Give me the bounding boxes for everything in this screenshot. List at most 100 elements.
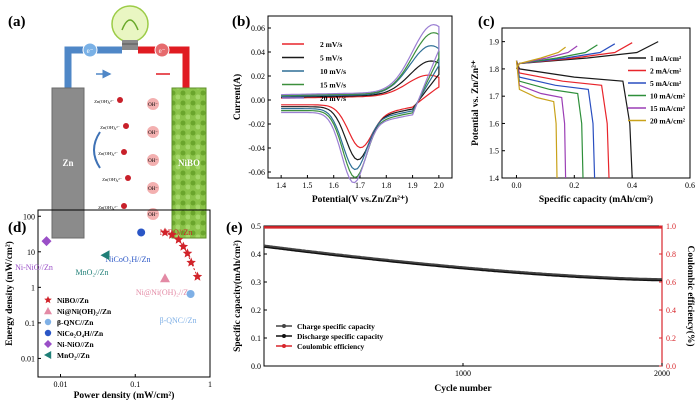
- wire-right: [138, 46, 190, 88]
- cv-curve: [281, 60, 440, 161]
- zincate-label: Zn(OH)₄²⁻: [102, 177, 122, 182]
- legend-label: 20 mV/s: [320, 94, 346, 103]
- y2-tick-label: 0.0: [666, 362, 676, 371]
- y-tick-label: 0.00: [251, 96, 265, 105]
- x-tick-label: 2.0: [434, 181, 444, 190]
- y2-axis-label: Coulombic efficiency(%): [685, 245, 696, 346]
- marker-star: [44, 296, 52, 304]
- y-tick-label: 1: [31, 283, 35, 292]
- y-axis-label: Energy density (mW/cm²): [4, 241, 15, 346]
- oh-ion-icons: OH⁻ OH⁻ OH⁻ OH⁻ OH⁻: [147, 98, 159, 220]
- x-tick-label: 0.6: [685, 181, 695, 190]
- point-annotation: β-QNC//Zn: [160, 316, 197, 325]
- y-tick-label: 1.5: [489, 147, 499, 156]
- legend-label: Ni-NiO//Zn: [57, 340, 95, 349]
- plot-frame: [37, 209, 211, 378]
- panel-a-label: (a): [8, 14, 26, 30]
- electron-left-label: e⁻: [87, 47, 94, 55]
- legend-label: NiBO//Zn: [57, 296, 90, 305]
- x-tick-label: 1.5: [302, 181, 312, 190]
- x-tick-label: 0.01: [54, 380, 68, 389]
- electron-left-icon: [82, 42, 98, 58]
- y-tick-label: 1.7: [489, 92, 499, 101]
- marker-triangle: [44, 307, 52, 315]
- y2-tick-label: 0.4: [666, 306, 676, 315]
- gcd-chart: 0.0 0.2 0.4 0.6 1.4 1.5 1.6 1.7 1.8 1.9 Specific c…: [471, 27, 695, 205]
- zn-electrode: [51, 87, 85, 239]
- x-tick-label: 2000: [654, 369, 670, 378]
- oh-ion-label: OH⁻: [148, 159, 158, 164]
- panel-e-label: (e): [226, 220, 243, 236]
- discharge-curve: [515, 60, 633, 179]
- marker-circle: [137, 228, 146, 237]
- x-axis-label: Potential(V vs.Zn/Zn²⁺): [312, 194, 408, 205]
- marker-star: [167, 229, 177, 239]
- y-tick-label: -0.06: [248, 168, 265, 177]
- panel-a-schematic: (a) e⁻ e⁻ Zn NiBO: [8, 5, 207, 239]
- marker-diamond: [44, 340, 52, 348]
- y-tick-label: 0.02: [251, 72, 265, 81]
- y-tick-label: 100: [23, 212, 35, 221]
- marker-star: [182, 248, 193, 258]
- ragone-chart: 0.01 0.1 1 0.01 0.1 1 10 100 Power density (mW/c…: [4, 209, 212, 401]
- legend-label: 10 mA/cm²: [650, 92, 686, 101]
- cv-curve: [281, 74, 440, 149]
- point-annotation: Ni@Ni(OH)₂//Zn: [136, 288, 192, 297]
- y-tick-label: 0.06: [251, 24, 265, 33]
- x-tick-label: 1.4: [276, 181, 286, 190]
- y-tick-label: 0.5: [251, 222, 261, 231]
- legend-marker: [282, 344, 286, 348]
- legend-label: β-QNC//Zn: [57, 318, 94, 327]
- charge-capacity-line: [263, 244, 662, 281]
- cv-chart: 1.4 1.5 1.6 1.7 1.8 1.9 2.0 -0.06 -0.04 -0.02 0.00…: [232, 15, 453, 205]
- oh-ion-label: OH⁻: [148, 213, 158, 218]
- charge-curve: [515, 41, 659, 70]
- y-tick-label: -0.02: [248, 120, 265, 129]
- y-tick-label: 0.1: [251, 334, 261, 343]
- point-annotation: Ni-NiO//Zn: [15, 263, 53, 272]
- y2-tick-label: 0.2: [666, 334, 676, 343]
- legend-label: 15 mA/cm²: [650, 104, 686, 113]
- point-annotation: NiBO//Zn: [160, 228, 192, 237]
- electron-right-label: e⁻: [159, 47, 166, 55]
- charge-curve: [515, 46, 566, 70]
- y-tick-label: 0.01: [21, 354, 35, 363]
- point-annotation: MnO₂//Zn: [75, 268, 108, 277]
- panel-d-label: (d): [8, 220, 26, 236]
- x-tick-label: 1.6: [329, 181, 339, 190]
- wire-left: [64, 46, 122, 88]
- y-tick-label: 1.4: [489, 174, 499, 183]
- zincate-label: Zn(OH)₄²⁻: [94, 99, 114, 104]
- y-tick-label: -0.04: [248, 144, 265, 153]
- marker-star: [178, 241, 189, 251]
- y-axis-label: Specific capacity(mAh/cm²): [232, 240, 243, 352]
- x-tick-label: 1.9: [408, 181, 418, 190]
- electron-right-icon: [154, 42, 170, 58]
- y-axis-label: Potential vs. Zn/Zn²⁺: [471, 60, 481, 146]
- zincate-label: Zn(OH)₄²⁻: [98, 205, 118, 210]
- y2-tick-label: 1.0: [666, 222, 676, 231]
- y-axis-label: Current(A): [232, 74, 243, 120]
- marker-star: [192, 271, 203, 281]
- marker-circle: [44, 318, 52, 326]
- marker-diamond: [41, 236, 52, 247]
- zincate-species: Zn(OH)₄²⁻ Zn(OH)₄²⁻ Zn(OH)₄²⁻ Zn(OH)₄²⁻ …: [93, 97, 131, 210]
- discharge-curve: [515, 60, 558, 179]
- y-tick-label: 1.9: [489, 38, 499, 47]
- y2-tick-label: 0.6: [666, 278, 676, 287]
- y-tick-label: 1.8: [489, 65, 499, 74]
- marker-circle: [44, 329, 52, 337]
- legend-marker: [282, 334, 286, 338]
- oh-ion-label: OH⁻: [148, 187, 158, 192]
- legend-marker: [282, 324, 286, 328]
- legend-label: Coulombic efficiency: [297, 342, 365, 351]
- legend-label: 5 mV/s: [320, 54, 342, 63]
- reaction-arrow-icon: [93, 131, 101, 169]
- x-tick-label: 0.0: [511, 181, 521, 190]
- cycling-chart: 1000 20000.00.10.20.30.40.50.00.20.40.60.…: [232, 222, 696, 394]
- legend-label: Charge specific capacity: [297, 322, 375, 331]
- marker-triangle: [159, 273, 170, 283]
- legend-label: MnO₂//Zn: [57, 351, 91, 360]
- y-tick-label: 0.4: [251, 250, 261, 259]
